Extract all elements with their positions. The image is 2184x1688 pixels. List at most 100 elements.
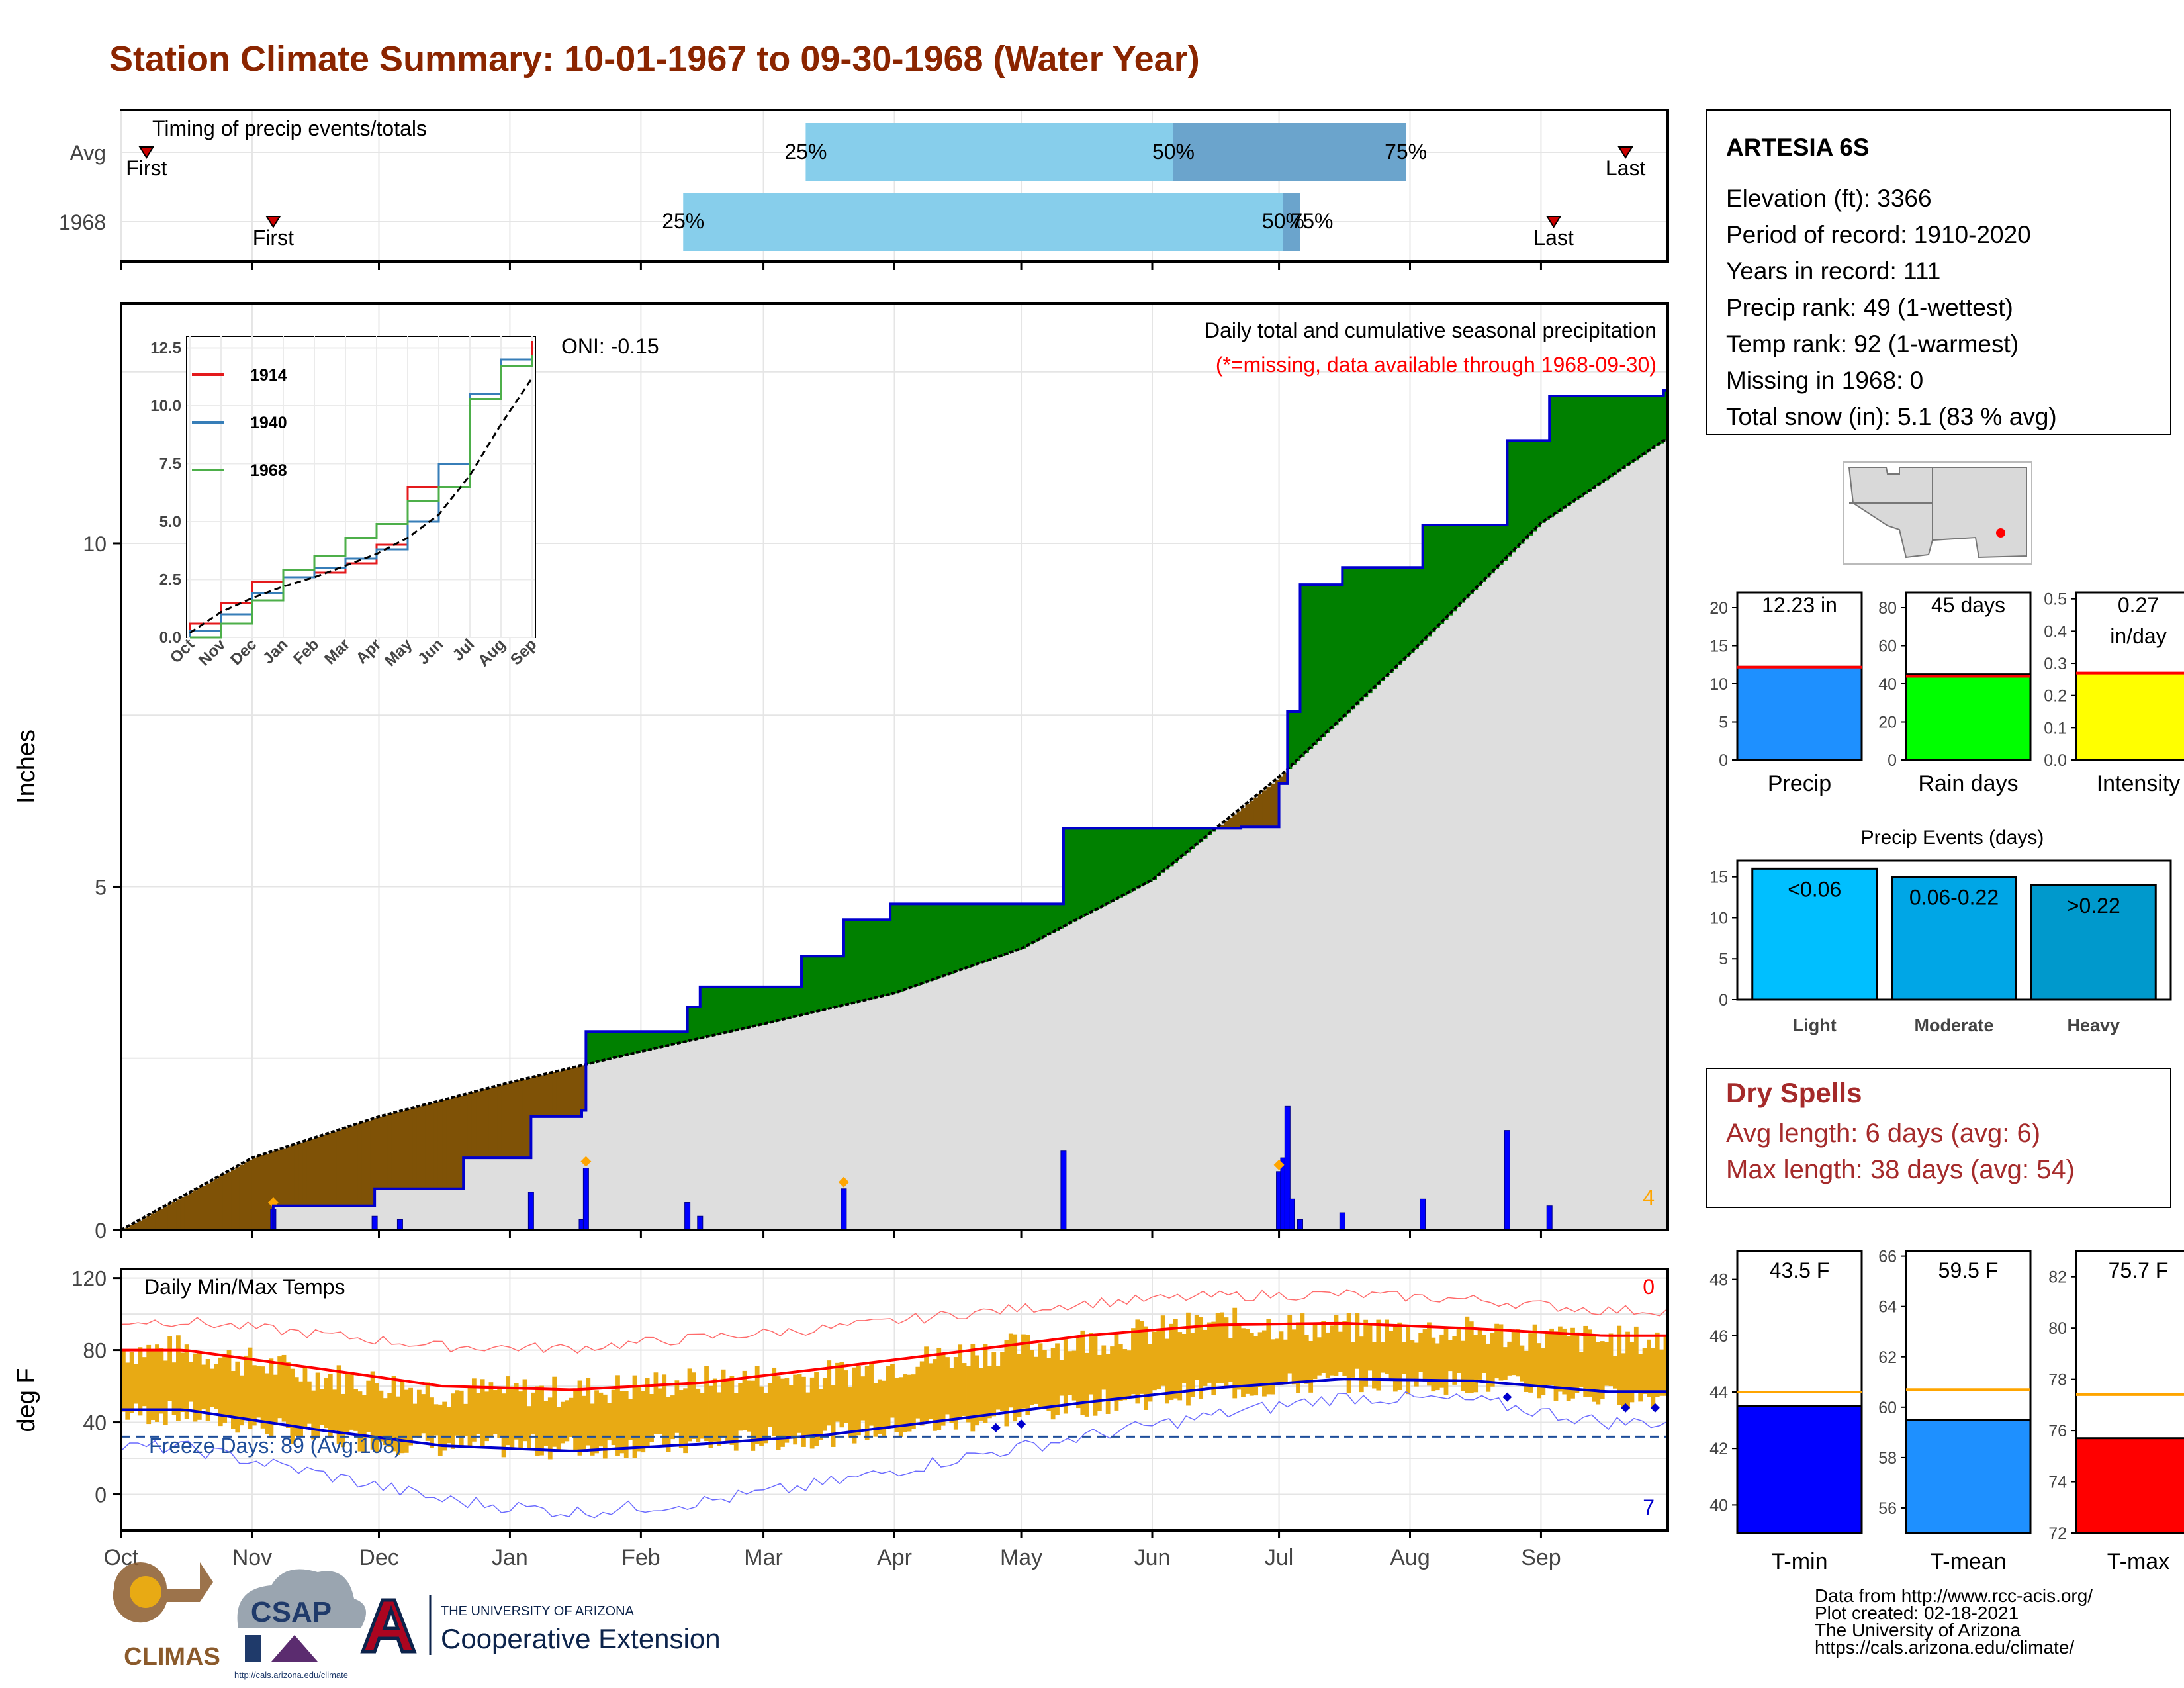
- surplus-area: [827, 956, 832, 1009]
- daily-temp-bar: [907, 1374, 912, 1432]
- daily-temp-bar: [1004, 1340, 1009, 1427]
- snow-marker: [1273, 1159, 1285, 1170]
- daily-temp-bar: [1194, 1315, 1199, 1380]
- deficit-area: [514, 1081, 519, 1158]
- precip-events-chart: Precip Events (days) 0 5 10 15 <0.06 Light 0.0…: [1709, 827, 2172, 1035]
- daily-temp-bar: [222, 1354, 228, 1423]
- record-low-marker: [1650, 1403, 1660, 1413]
- surplus-area: [1490, 524, 1495, 574]
- daily-temp-bar: [353, 1389, 358, 1431]
- daily-temp-bar: [1385, 1319, 1389, 1374]
- daily-temp-bar: [1592, 1336, 1596, 1402]
- credit-line: https://cals.arizona.edu/climate/: [1815, 1637, 2074, 1658]
- daily-temp-bar: [1224, 1317, 1229, 1387]
- surplus-area: [772, 986, 777, 1022]
- daily-precip-bar: [1289, 1198, 1295, 1231]
- deficit-area: [518, 1080, 523, 1158]
- mini-value-text: 12.23 in: [1762, 593, 1837, 617]
- daily-temp-bar: [1232, 1307, 1238, 1399]
- deficit-area: [425, 1104, 430, 1189]
- surplus-area: [1363, 567, 1369, 698]
- daily-temp-bar: [704, 1366, 709, 1442]
- deficit-area: [581, 1065, 586, 1111]
- daily-temp-bar: [273, 1374, 278, 1423]
- surplus-area: [822, 956, 827, 1010]
- surplus-area: [919, 904, 925, 984]
- daily-precip-bar: [527, 1192, 534, 1231]
- surplus-area: [1080, 828, 1085, 917]
- deficit-area: [273, 1150, 278, 1206]
- mini-ytick-label: 0: [1719, 751, 1728, 770]
- surplus-area: [1055, 904, 1060, 931]
- surplus-area: [1528, 440, 1533, 536]
- surplus-area: [1346, 567, 1351, 714]
- daily-temp-bar: [1507, 1341, 1512, 1376]
- daily-temp-bar: [788, 1385, 794, 1438]
- daily-temp-bar: [1270, 1339, 1275, 1395]
- surplus-area: [1097, 828, 1102, 909]
- record-low-marker: [1621, 1403, 1631, 1413]
- daily-temp-bar: [328, 1374, 333, 1438]
- page-title: Station Climate Summary: 10-01-1967 to 0…: [109, 39, 1200, 79]
- temp-ylabel: deg F: [13, 1368, 40, 1432]
- daily-temp-bar: [226, 1350, 232, 1417]
- surplus-area: [953, 904, 958, 972]
- daily-temp-bar: [1587, 1329, 1592, 1397]
- deficit-area: [222, 1174, 228, 1230]
- surplus-area: [1372, 567, 1377, 690]
- timing-pct-label: 75%: [1385, 140, 1427, 164]
- avg-tmax-line: [121, 1321, 1668, 1391]
- daily-temp-bar: [1110, 1346, 1115, 1400]
- deficit-area: [315, 1137, 320, 1206]
- surplus-area: [594, 1031, 600, 1062]
- surplus-area: [780, 986, 786, 1020]
- events-ytick-label: 5: [1719, 950, 1728, 968]
- daily-temp-bar: [940, 1352, 946, 1426]
- daily-temp-bar: [1228, 1338, 1233, 1382]
- surplus-area: [1126, 828, 1132, 894]
- daily-temp-bar: [700, 1393, 705, 1439]
- deficit-area: [1283, 773, 1288, 784]
- deficit-area: [446, 1099, 451, 1189]
- daily-temp-bar: [129, 1352, 134, 1413]
- daily-temp-bar: [1321, 1321, 1326, 1373]
- daily-temp-bar: [412, 1403, 418, 1438]
- deficit-area: [201, 1186, 206, 1230]
- tempstat-ytick-label: 40: [1709, 1496, 1728, 1515]
- daily-temp-bar: [662, 1374, 667, 1448]
- surplus-area: [1642, 396, 1647, 455]
- deficit-area: [244, 1162, 249, 1230]
- inset-average-line: [189, 377, 533, 634]
- daily-temp-bar: [1583, 1325, 1588, 1397]
- daily-temp-bar: [995, 1366, 1001, 1410]
- daily-temp-bar: [936, 1348, 942, 1430]
- daily-temp-bar: [763, 1392, 768, 1444]
- daily-temp-bar: [1063, 1339, 1068, 1414]
- daily-temp-bar: [336, 1365, 341, 1444]
- timing-pct-label: 25%: [784, 140, 827, 164]
- daily-temp-bar: [1532, 1324, 1537, 1387]
- record-high-line: [120, 1289, 1668, 1354]
- daily-temp-bar: [1469, 1321, 1474, 1393]
- daily-temp-bar: [1570, 1327, 1575, 1399]
- daily-precip-bar: [1420, 1198, 1426, 1231]
- timing-row-avg: Avg: [69, 141, 106, 165]
- daily-temp-bar: [1000, 1352, 1005, 1411]
- surplus-area: [1034, 904, 1039, 942]
- daily-temp-bar: [1401, 1342, 1406, 1374]
- precip-corner-count: 4: [1643, 1186, 1655, 1209]
- oni-label: ONI: -0.15: [561, 334, 659, 358]
- daily-temp-bar: [602, 1394, 608, 1459]
- daily-temp-bar: [244, 1355, 248, 1421]
- daily-temp-bar: [882, 1380, 887, 1436]
- csap-logo: CSAP http://cals.arizona.edu/climate: [234, 1569, 366, 1680]
- surplus-area: [1139, 828, 1144, 887]
- surplus-area: [1629, 396, 1635, 463]
- tempstat-ytick-label: 80: [2048, 1319, 2067, 1338]
- station-info-line: Years in record: 111: [1726, 258, 1940, 285]
- daily-temp-bar: [480, 1379, 485, 1448]
- surplus-area: [1118, 828, 1123, 898]
- tempstat-ytick-label: 58: [1878, 1449, 1897, 1468]
- deficit-area: [383, 1115, 388, 1189]
- temp-corner-top: 0: [1643, 1275, 1655, 1299]
